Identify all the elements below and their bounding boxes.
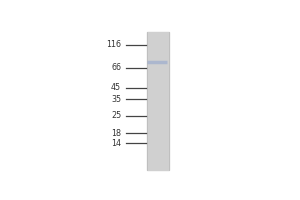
Text: 25: 25: [111, 111, 121, 120]
Text: 35: 35: [111, 95, 121, 104]
Text: 45: 45: [111, 83, 121, 92]
Text: 66: 66: [111, 63, 121, 72]
Bar: [147, 32, 169, 170]
Text: 14: 14: [111, 139, 121, 148]
Text: 116: 116: [106, 40, 121, 49]
Text: 18: 18: [111, 129, 121, 138]
